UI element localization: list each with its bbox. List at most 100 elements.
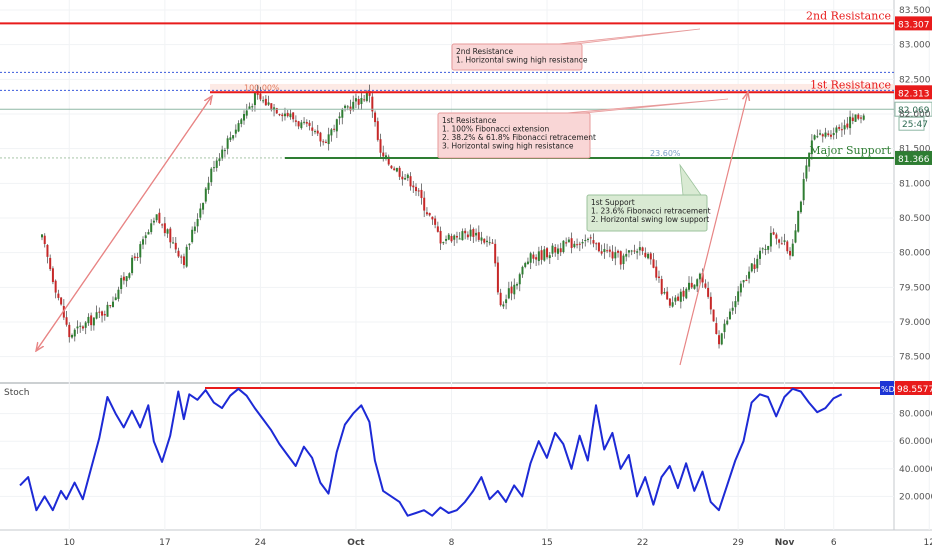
candle-body — [491, 242, 494, 244]
candle-body — [346, 106, 349, 108]
time-tick-label: 29 — [732, 538, 744, 548]
price-tick-label: 82.000 — [899, 110, 931, 120]
candle-body — [750, 263, 753, 272]
candle-body — [292, 112, 295, 120]
candle-body — [286, 112, 289, 117]
candle-body — [666, 291, 669, 300]
candle-body — [62, 306, 65, 318]
candle-body — [169, 228, 172, 243]
candle-body — [535, 257, 538, 260]
candle-body — [685, 288, 688, 299]
candle-body — [513, 284, 516, 295]
candle-body — [344, 105, 347, 108]
candle-body — [584, 240, 587, 242]
candle-body — [778, 239, 781, 243]
candle-body — [524, 263, 527, 267]
candle-body — [652, 259, 655, 268]
candle-body — [379, 139, 382, 153]
candle-body — [103, 314, 106, 316]
callout-text: 2. 38.2% & 61.8% Fibonacci retracement — [442, 133, 596, 142]
candle-body — [120, 278, 123, 290]
candle-body — [824, 132, 827, 137]
candle-body — [712, 309, 715, 322]
candle-body — [150, 223, 153, 233]
candle-body — [516, 284, 519, 286]
candle-body — [445, 238, 448, 241]
time-tick-label: 22 — [637, 538, 648, 548]
candle-body — [600, 251, 603, 254]
stoch-grid — [0, 383, 930, 530]
candle-body — [761, 248, 764, 250]
candle-body — [862, 115, 865, 120]
candle-body — [723, 323, 726, 333]
stoch-level-badge — [895, 380, 932, 395]
candle-body — [611, 251, 614, 259]
candle-body — [49, 257, 52, 270]
candle-body — [128, 273, 131, 278]
fib-23-label: 23.60% — [650, 149, 681, 158]
price-tick-label: 81.500 — [899, 145, 931, 155]
candle-body — [311, 127, 314, 131]
candle-body — [434, 218, 437, 225]
time-tick-label: 8 — [449, 538, 455, 548]
candle-body — [742, 280, 745, 283]
candle-body — [614, 252, 617, 259]
candle-body — [786, 241, 789, 252]
candle-body — [218, 158, 221, 162]
trend-arrows — [36, 92, 748, 366]
candle-body — [431, 216, 434, 220]
candle-body — [767, 245, 770, 250]
candle-body — [581, 242, 584, 244]
candle-body — [357, 98, 360, 105]
callout-text: 1. 100% Fibonacci extension — [442, 125, 549, 134]
candle-body — [262, 100, 265, 102]
candle-body — [210, 168, 213, 183]
candle-body — [232, 135, 235, 139]
candle-body — [707, 287, 710, 297]
candle-body — [428, 212, 431, 216]
level-value-badge — [895, 16, 932, 31]
candle-body — [843, 125, 846, 130]
candle-body — [753, 264, 756, 270]
candle-body — [363, 99, 366, 101]
candle-body — [840, 129, 843, 131]
candle-body — [144, 235, 147, 239]
candle-body — [185, 246, 188, 267]
candle-body — [382, 152, 385, 157]
candle-body — [715, 323, 718, 334]
candle-body — [101, 311, 104, 316]
candle-body — [404, 178, 407, 180]
level-value-label: 82.313 — [898, 89, 930, 99]
candle-body — [212, 167, 215, 169]
candle-body — [485, 240, 488, 243]
candle-body — [237, 123, 240, 132]
price-tick-label: 78.500 — [899, 353, 931, 363]
candle-body — [677, 296, 680, 301]
candle-body — [142, 239, 145, 245]
candle-body — [207, 182, 210, 190]
candle-body — [674, 297, 677, 302]
candle-body — [240, 119, 243, 124]
stoch-level-label: 98.5577 — [897, 385, 932, 395]
candle-body — [87, 316, 90, 324]
candle-body — [191, 229, 194, 243]
candle-body — [106, 304, 109, 317]
candle-body — [821, 134, 824, 137]
candle-body — [726, 320, 729, 325]
price-tick-label: 83.500 — [899, 6, 931, 16]
candle-body — [477, 232, 480, 240]
candle-body — [576, 244, 579, 246]
candle-body — [603, 249, 606, 252]
candle-body — [76, 326, 79, 329]
candle-body — [764, 248, 767, 250]
candle-body — [505, 299, 508, 304]
candle-body — [60, 297, 63, 305]
candle-body — [166, 229, 169, 234]
candle-body — [341, 109, 344, 118]
candle-body — [243, 114, 246, 121]
candle-body — [775, 234, 778, 239]
price-tick-label: 82.500 — [899, 75, 931, 85]
candle-body — [799, 201, 802, 213]
